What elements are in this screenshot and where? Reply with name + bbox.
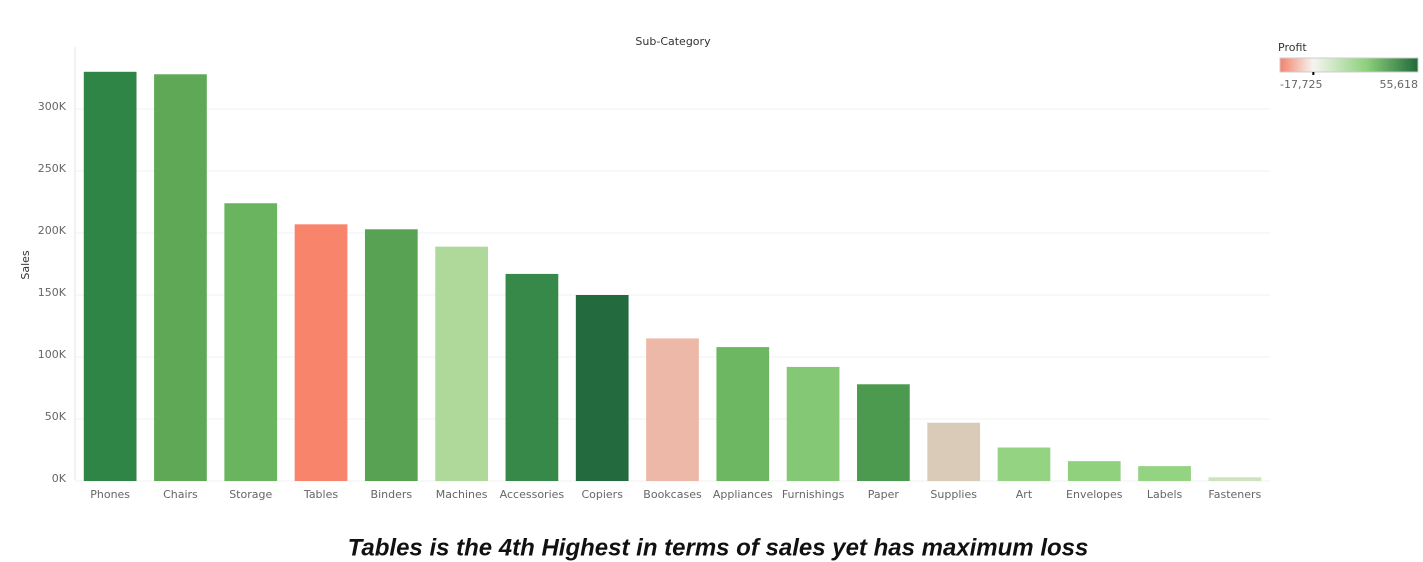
y-tick-label: 100K [38, 348, 67, 361]
bar [224, 203, 278, 482]
y-tick-label: 50K [45, 410, 67, 423]
x-tick-label: Bookcases [643, 488, 702, 501]
x-tick-label: Art [1016, 488, 1033, 501]
bar [786, 366, 840, 481]
x-tick-label: Supplies [930, 488, 977, 501]
chart-title: Sub-Category [635, 35, 711, 48]
legend-min-label: -17,725 [1280, 78, 1322, 91]
x-tick-label: Copiers [581, 488, 623, 501]
x-tick-label: Machines [436, 488, 488, 501]
x-tick-label: Fasteners [1208, 488, 1261, 501]
y-tick-label: 200K [38, 224, 67, 237]
bar [83, 71, 137, 482]
bar [364, 229, 418, 481]
x-tick-label: Furnishings [782, 488, 845, 501]
bar [1067, 461, 1121, 481]
y-tick-label: 250K [38, 162, 67, 175]
bar [1138, 466, 1191, 481]
bar [927, 422, 981, 481]
x-tick-label: Chairs [163, 488, 198, 501]
x-tick-label: Phones [90, 488, 130, 501]
y-axis-label: Sales [19, 250, 32, 280]
bar [646, 338, 699, 481]
bar [154, 74, 207, 481]
x-tick-label: Accessories [500, 488, 565, 501]
legend-max-label: 55,618 [1380, 78, 1419, 91]
y-tick-label: 150K [38, 286, 67, 299]
bar [857, 384, 910, 481]
bar [997, 447, 1051, 481]
x-tick-label: Tables [303, 488, 338, 501]
caption: Tables is the 4th Highest in terms of sa… [348, 534, 1089, 561]
bar [505, 273, 559, 481]
x-tick-label: Storage [229, 488, 272, 501]
legend-title: Profit [1278, 41, 1307, 54]
bar [716, 347, 770, 481]
x-tick-label: Binders [371, 488, 413, 501]
bar [435, 246, 488, 481]
bar [294, 224, 348, 481]
x-tick-label: Labels [1147, 488, 1183, 501]
bar [575, 295, 629, 481]
y-tick-label: 300K [38, 100, 67, 113]
x-tick-label: Appliances [713, 488, 773, 501]
y-tick-label: 0K [52, 472, 67, 485]
legend-gradient [1279, 57, 1419, 73]
bar [1208, 477, 1262, 481]
x-tick-label: Envelopes [1066, 488, 1123, 501]
x-tick-label: Paper [868, 488, 900, 501]
